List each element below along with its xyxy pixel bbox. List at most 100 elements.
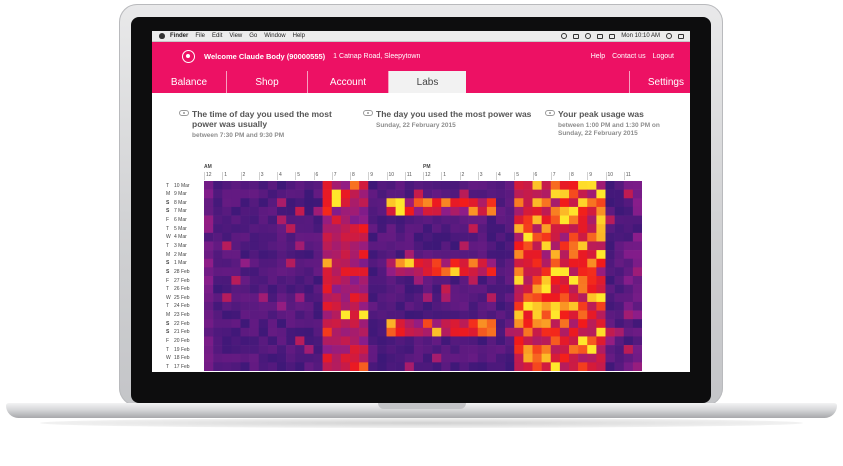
heatmap-cell[interactable] [386,276,396,285]
heatmap-cell[interactable] [368,310,378,320]
heatmap-cell[interactable] [578,215,588,225]
heatmap-cell[interactable] [368,250,378,260]
heatmap-cell[interactable] [404,345,415,355]
heatmap-cell[interactable] [459,293,469,303]
heatmap-cell[interactable] [450,336,460,346]
heatmap-cell[interactable] [359,293,369,303]
heatmap-cell[interactable] [377,250,387,260]
heatmap-cell[interactable] [240,181,250,190]
heatmap-cell[interactable] [322,198,333,208]
heatmap-cell[interactable] [614,362,625,371]
heatmap-cell[interactable] [505,336,515,346]
heatmap-cell[interactable] [213,293,223,303]
heatmap-cell[interactable] [486,181,497,190]
heatmap-cell[interactable] [468,198,479,208]
heatmap-cell[interactable] [331,267,342,277]
heatmap-cell[interactable] [541,310,552,320]
heatmap-cell[interactable] [368,181,378,190]
heatmap-cell[interactable] [587,215,597,225]
heatmap-cell[interactable] [614,284,625,294]
heatmap-cell[interactable] [614,206,625,216]
heatmap-cell[interactable] [596,241,606,251]
heatmap-cell[interactable] [605,206,615,216]
heatmap-cell[interactable] [249,362,260,371]
heatmap-cell[interactable] [477,301,488,311]
heatmap-cell[interactable] [267,215,278,225]
heatmap-cell[interactable] [231,353,241,363]
heatmap-cell[interactable] [340,276,351,285]
heatmap-cell[interactable] [623,215,634,225]
heatmap-cell[interactable] [277,345,287,355]
heatmap-cell[interactable] [514,310,524,320]
heatmap-cell[interactable] [377,232,387,242]
heatmap-cell[interactable] [578,276,588,285]
heatmap-cell[interactable] [240,250,250,260]
heatmap-cell[interactable] [505,198,515,208]
heatmap-cell[interactable] [258,198,269,208]
heatmap-cell[interactable] [404,319,415,329]
heatmap-cell[interactable] [249,206,260,216]
heatmap-cell[interactable] [505,241,515,251]
heatmap-cell[interactable] [222,336,232,346]
heatmap-cell[interactable] [413,198,424,208]
heatmap-cell[interactable] [459,276,469,285]
heatmap-cell[interactable] [450,353,460,363]
heatmap-cell[interactable] [404,224,415,234]
heatmap-cell[interactable] [632,181,642,190]
heatmap-cell[interactable] [505,189,515,199]
tab-account[interactable]: Account [308,71,389,93]
heatmap-cell[interactable] [240,362,250,371]
tab-settings[interactable]: Settings [647,76,684,88]
heatmap-cell[interactable] [350,353,360,363]
heatmap-cell[interactable] [605,293,615,303]
heatmap-cell[interactable] [286,250,296,260]
heatmap-cell[interactable] [441,362,451,371]
heatmap-cell[interactable] [359,250,369,260]
heatmap-cell[interactable] [258,336,269,346]
bluetooth-icon[interactable] [573,33,580,39]
heatmap-cell[interactable] [450,215,460,225]
heatmap-cell[interactable] [496,353,506,363]
heatmap-cell[interactable] [550,198,561,208]
heatmap-cell[interactable] [286,284,296,294]
heatmap-cell[interactable] [459,206,469,216]
heatmap-cell[interactable] [413,276,424,285]
heatmap-cell[interactable] [277,241,287,251]
heatmap-cell[interactable] [240,215,250,225]
heatmap-cell[interactable] [614,310,625,320]
heatmap-cell[interactable] [286,362,296,371]
heatmap-cell[interactable] [496,319,506,329]
heatmap-cell[interactable] [459,310,469,320]
heatmap-cell[interactable] [423,319,433,329]
heatmap-cell[interactable] [267,258,278,268]
heatmap-cell[interactable] [322,224,333,234]
heatmap-cell[interactable] [496,267,506,277]
heatmap-cell[interactable] [505,327,515,337]
heatmap-cell[interactable] [295,319,305,329]
heatmap-cell[interactable] [395,241,406,251]
heatmap-cell[interactable] [204,206,214,216]
heatmap-cell[interactable] [441,181,451,190]
heatmap-cell[interactable] [350,301,360,311]
heatmap-cell[interactable] [204,293,214,303]
heatmap-cell[interactable] [313,310,323,320]
heatmap-cell[interactable] [559,327,570,337]
heatmap-cell[interactable] [359,310,369,320]
heatmap-cell[interactable] [304,276,314,285]
heatmap-cell[interactable] [213,345,223,355]
heatmap-cell[interactable] [550,319,561,329]
heatmap-cell[interactable] [231,267,241,277]
heatmap-cell[interactable] [514,206,524,216]
heatmap-cell[interactable] [559,267,570,277]
heatmap-cell[interactable] [277,276,287,285]
heatmap-cell[interactable] [395,301,406,311]
heatmap-cell[interactable] [359,276,369,285]
heatmap-cell[interactable] [496,336,506,346]
heatmap-cell[interactable] [377,206,387,216]
heatmap-cell[interactable] [258,189,269,199]
heatmap-cell[interactable] [258,353,269,363]
heatmap-cell[interactable] [496,224,506,234]
heatmap-cell[interactable] [204,345,214,355]
heatmap-cell[interactable] [423,267,433,277]
heatmap-cell[interactable] [477,181,488,190]
